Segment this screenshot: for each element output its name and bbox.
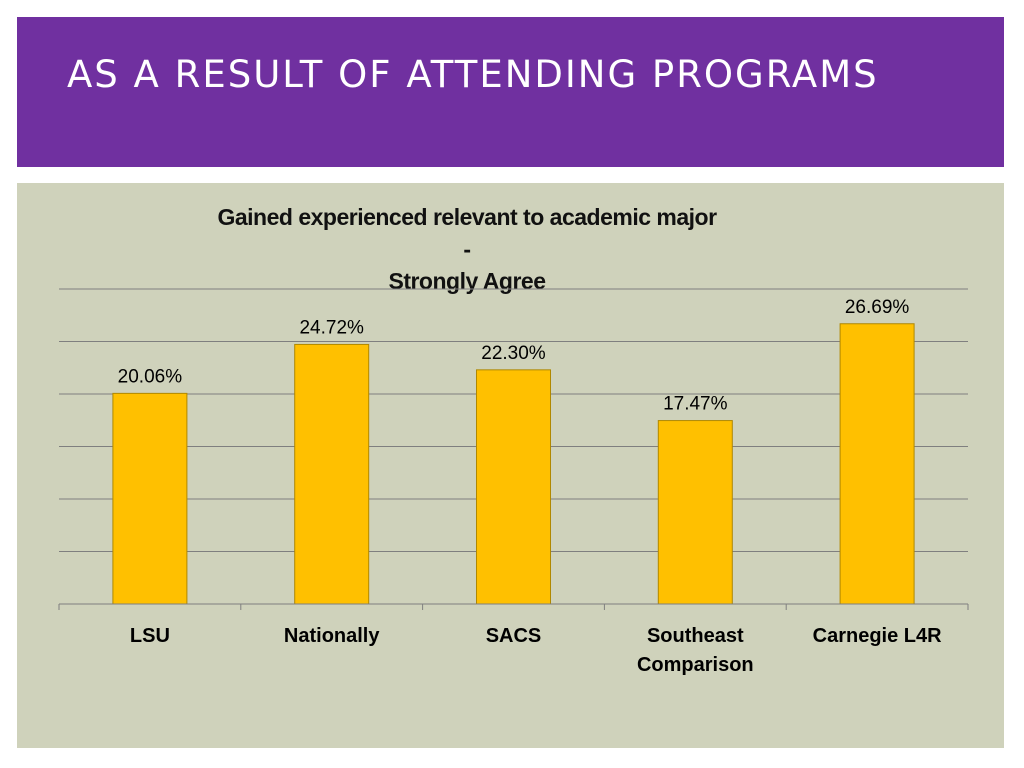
category-label: Carnegie L4R xyxy=(813,625,942,647)
data-label: 26.69% xyxy=(845,297,910,318)
category-label: Southeast Comparison xyxy=(637,625,754,676)
category-label-line: SACS xyxy=(486,625,542,647)
data-label: 24.72% xyxy=(299,317,364,338)
category-label-line: Nationally xyxy=(284,625,380,647)
chart-title-line-1: Gained experienced relevant to academic … xyxy=(217,204,717,262)
data-label: 17.47% xyxy=(663,394,728,415)
data-label: 22.30% xyxy=(481,343,546,364)
chart-panel: Gained experienced relevant to academic … xyxy=(17,183,1004,748)
category-label: Nationally xyxy=(284,625,380,647)
category-label: LSU xyxy=(130,625,170,647)
bar xyxy=(294,343,370,605)
chart-title: Gained experienced relevant to academic … xyxy=(217,201,717,297)
bar xyxy=(657,420,733,605)
category-label-line: Carnegie L4R xyxy=(813,625,942,647)
category-label-line: LSU xyxy=(130,625,170,647)
slide-title: AS A RESULT OF ATTENDING PROGRAMS xyxy=(67,53,879,96)
chart-title-line-2: Strongly Agree xyxy=(388,268,546,294)
data-label: 20.06% xyxy=(118,366,183,387)
slide-header: AS A RESULT OF ATTENDING PROGRAMS xyxy=(17,17,1004,167)
bar-chart: 20.06% LSU 24.72% Nationally 22.30% SACS 17.47… xyxy=(58,288,969,676)
bar xyxy=(839,323,915,605)
category-label-line: Southeast xyxy=(647,625,744,647)
bar xyxy=(112,392,188,605)
bar xyxy=(476,369,551,605)
category-label-line: Comparison xyxy=(637,654,754,676)
category-label: SACS xyxy=(486,625,542,647)
